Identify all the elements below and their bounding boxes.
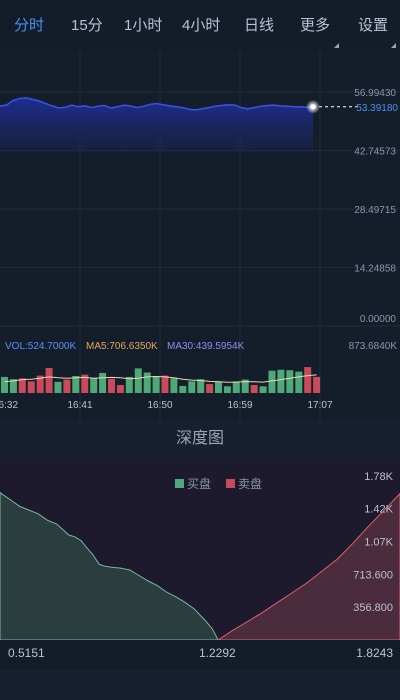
volume-bar <box>117 385 124 393</box>
price-y-tick: 0.00000 <box>360 314 397 325</box>
volume-bar <box>90 378 97 393</box>
volume-bar <box>170 378 177 393</box>
volume-bar <box>162 376 169 393</box>
depth-y-tick: 1.07K <box>364 536 393 548</box>
time-x-tick: 17:07 <box>307 400 332 411</box>
vol-legend: VOL:524.7000K <box>5 341 76 352</box>
volume-bar <box>99 373 106 393</box>
volume-bar <box>295 372 302 393</box>
ma30-legend: MA30:439.5954K <box>167 341 245 352</box>
volume-bar <box>1 377 8 393</box>
ask-legend-swatch <box>226 479 235 488</box>
timeshare-panel: 53.39180 56.99430 42.74573 28.49715 14.2485… <box>0 50 400 420</box>
volume-max-label: 873.6840K <box>349 341 398 352</box>
volume-bar <box>269 371 276 393</box>
time-x-tick: 16:50 <box>147 400 172 411</box>
depth-y-tick: 1.42K <box>364 504 393 516</box>
footer-spacer <box>0 670 400 700</box>
tab-1hour[interactable]: 1小时 <box>124 14 162 35</box>
volume-bar <box>19 378 26 393</box>
bid-legend-swatch <box>175 479 184 488</box>
price-y-tick: 28.49715 <box>354 205 396 216</box>
volume-bar <box>215 381 222 393</box>
volume-bar <box>55 382 62 393</box>
period-tabs: 分时 15分 1小时 4小时 日线 更多 设置 <box>0 0 400 50</box>
depth-chart: 买盘 卖盘 1.78K 1.42K 1.07K 713.600 356.800 <box>0 458 400 640</box>
volume-bar <box>277 370 284 393</box>
volume-bar <box>304 367 311 393</box>
time-x-tick: 16:41 <box>67 400 92 411</box>
volume-bar <box>179 386 186 393</box>
volume-bar <box>72 376 79 393</box>
volume-bar <box>224 386 231 393</box>
volume-bar <box>144 373 151 394</box>
volume-bar <box>233 381 240 393</box>
volume-bar <box>313 377 320 393</box>
price-y-tick: 14.24858 <box>354 264 396 275</box>
time-x-tick: 16:59 <box>227 400 252 411</box>
time-x-tick: 16:32 <box>0 400 18 411</box>
depth-x-tick-max: 1.8243 <box>356 646 393 660</box>
depth-x-tick-min: 0.5151 <box>8 646 45 660</box>
last-price-label: 53.39180 <box>356 103 398 114</box>
tab-15min[interactable]: 15分 <box>71 14 103 35</box>
tab-timeshare[interactable]: 分时 <box>14 14 44 35</box>
tab-more[interactable]: 更多 <box>300 14 330 35</box>
depth-y-tick: 713.600 <box>353 569 393 581</box>
ask-legend-label: 卖盘 <box>238 476 262 491</box>
depth-y-tick: 356.800 <box>353 602 393 614</box>
more-dropdown-icon <box>334 43 339 48</box>
volume-bar <box>260 386 267 393</box>
tab-daily[interactable]: 日线 <box>244 14 274 35</box>
volume-bar <box>28 381 35 393</box>
volume-bar <box>46 368 53 393</box>
volume-bar <box>135 368 142 393</box>
depth-panel: 买盘 卖盘 1.78K 1.42K 1.07K 713.600 356.800 <box>0 458 400 640</box>
depth-chart-title: 深度图 <box>0 420 400 458</box>
bid-depth-area <box>0 493 218 640</box>
depth-y-tick: 1.78K <box>364 471 393 483</box>
volume-bar <box>63 380 70 393</box>
price-y-tick: 56.99430 <box>354 88 396 99</box>
last-price-dot <box>311 104 316 109</box>
depth-x-tick-mid: 1.2292 <box>199 646 236 660</box>
volume-bar <box>153 376 160 393</box>
ma5-legend: MA5:706.6350K <box>86 341 158 352</box>
volume-bar <box>126 377 133 393</box>
volume-bar <box>251 385 258 393</box>
bid-legend-label: 买盘 <box>187 476 211 491</box>
price-y-tick: 42.74573 <box>354 147 396 158</box>
tab-4hour[interactable]: 4小时 <box>182 14 220 35</box>
volume-bar <box>286 370 293 393</box>
volume-bar <box>206 384 213 393</box>
volume-bar <box>108 379 115 393</box>
price-volume-chart: 53.39180 56.99430 42.74573 28.49715 14.2485… <box>0 50 400 420</box>
volume-bar <box>197 379 204 393</box>
volume-bar <box>188 381 195 393</box>
settings-dropdown-icon <box>391 43 396 48</box>
tab-settings[interactable]: 设置 <box>358 14 388 35</box>
depth-x-axis: 0.5151 1.2292 1.8243 <box>0 640 400 670</box>
